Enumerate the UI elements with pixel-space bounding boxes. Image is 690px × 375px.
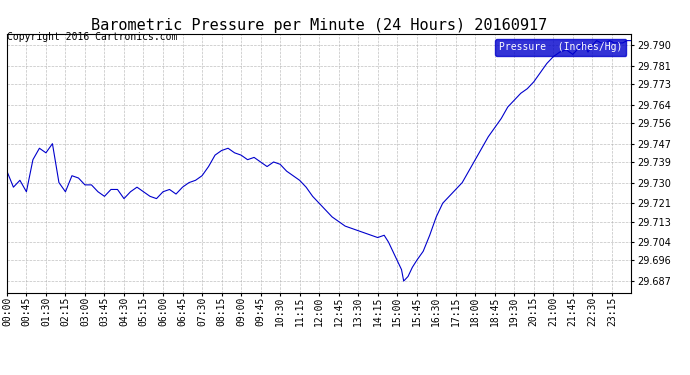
Legend: Pressure  (Inches/Hg): Pressure (Inches/Hg) <box>495 39 627 56</box>
Text: Copyright 2016 Cartronics.com: Copyright 2016 Cartronics.com <box>7 32 177 42</box>
Title: Barometric Pressure per Minute (24 Hours) 20160917: Barometric Pressure per Minute (24 Hours… <box>91 18 547 33</box>
